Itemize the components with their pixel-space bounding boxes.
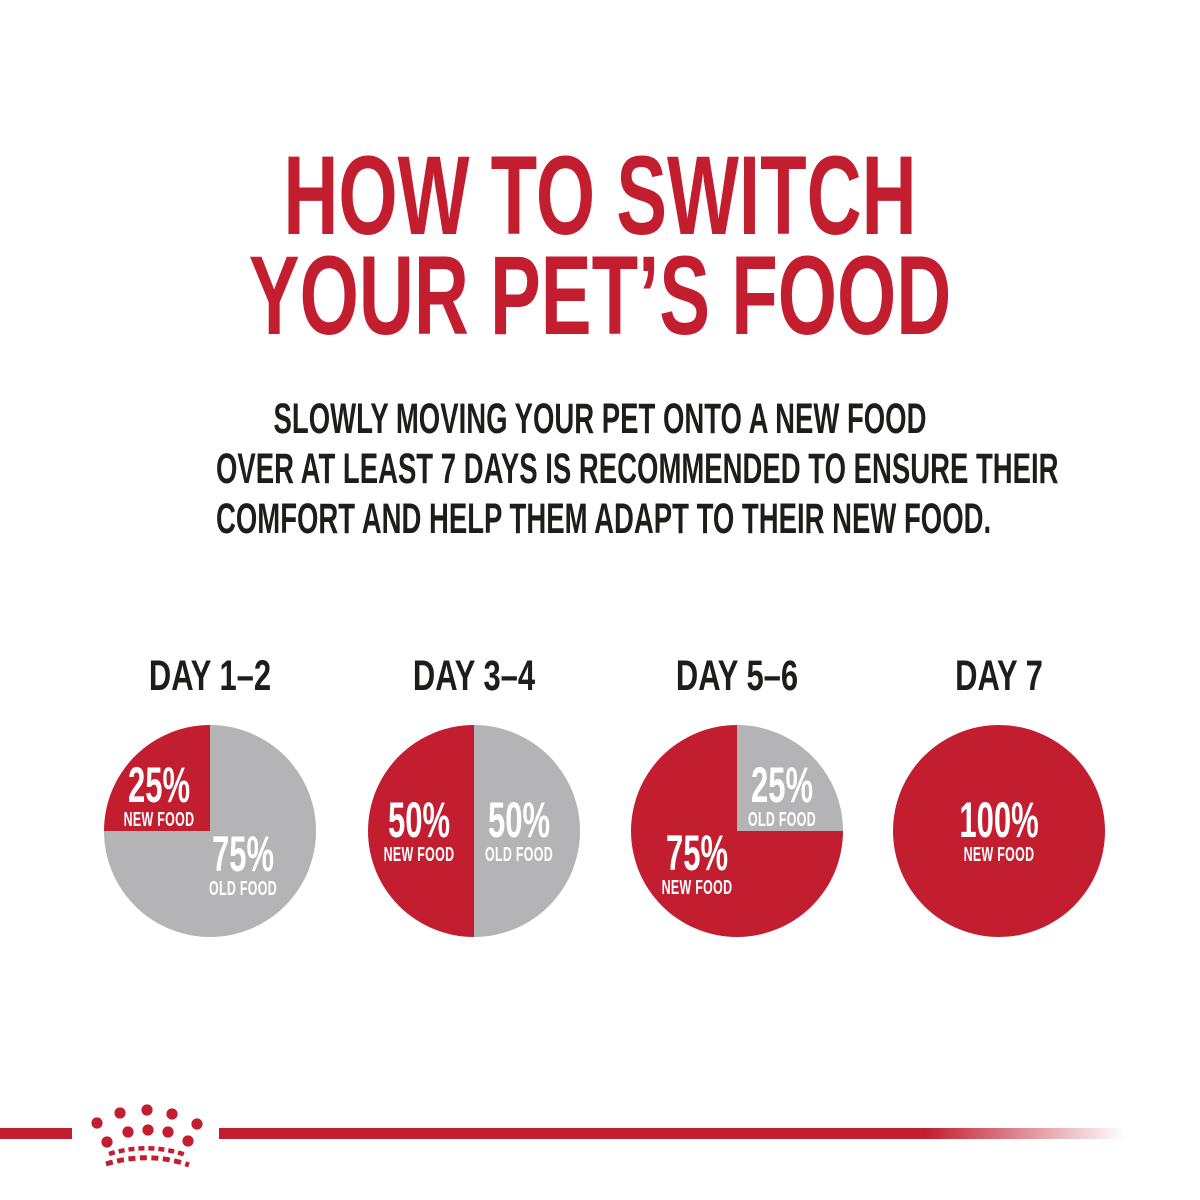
- title-line-2: YOUR PET’S FOOD: [248, 233, 952, 358]
- day-group-5-6: DAY 5–6 25% OLD FOOD 75% NEW FOOD: [631, 655, 843, 937]
- slice-name: OLD FOOD: [748, 809, 816, 831]
- slice-pct: 75%: [211, 826, 275, 882]
- pie-chart-day-5-6: 25% OLD FOOD 75% NEW FOOD: [631, 725, 843, 937]
- day-group-1-2: DAY 1–2 25% NEW FOOD 75% OLD FOOD: [104, 655, 316, 937]
- day-group-3-4: DAY 3–4 50% NEW FOOD 50% OLD FOOD: [368, 655, 580, 937]
- slice-label-new-food: 75% NEW FOOD: [612, 825, 782, 899]
- day-label-1-2: DAY 1–2: [148, 652, 272, 700]
- slice-label-old-food: 50% OLD FOOD: [434, 792, 604, 866]
- subtitle: SLOWLY MOVING YOUR PET ONTO A NEW FOOD O…: [0, 394, 1200, 544]
- day-label-7: DAY 7: [955, 652, 1043, 700]
- subtitle-line-3: COMFORT AND HELP THEM ADAPT TO THEIR NEW…: [216, 495, 992, 543]
- pie-chart-day-7: 100% NEW FOOD: [893, 725, 1105, 937]
- footer-rule-right: [219, 1128, 1125, 1139]
- slice-pct: 25%: [127, 757, 191, 813]
- royal-canin-crown-icon: [91, 1104, 203, 1168]
- day-label-5-6: DAY 5–6: [675, 652, 799, 700]
- slice-label-new-food: 100% NEW FOOD: [914, 792, 1084, 866]
- slice-name: NEW FOOD: [123, 809, 195, 831]
- slice-pct: 25%: [750, 757, 814, 813]
- slice-pct: 50%: [487, 792, 551, 848]
- slice-name: OLD FOOD: [209, 878, 277, 900]
- slice-pct: 75%: [665, 825, 729, 881]
- pie-chart-day-1-2: 25% NEW FOOD 75% OLD FOOD: [104, 725, 316, 937]
- slice-label-new-food: 25% NEW FOOD: [74, 757, 244, 831]
- subtitle-line-2: OVER AT LEAST 7 DAYS IS RECOMMENDED TO E…: [216, 445, 1059, 493]
- slice-name: NEW FOOD: [383, 844, 455, 866]
- day-group-7: DAY 7 100% NEW FOOD: [893, 655, 1105, 937]
- day-label-3-4: DAY 3–4: [412, 652, 536, 700]
- page-title: HOW TO SWITCH YOUR PET’S FOOD: [0, 133, 1200, 358]
- slice-name: OLD FOOD: [485, 844, 553, 866]
- slice-label-new-food: 50% NEW FOOD: [334, 792, 504, 866]
- slice-pct: 100%: [959, 792, 1039, 848]
- subtitle-line-1: SLOWLY MOVING YOUR PET ONTO A NEW FOOD: [273, 395, 927, 443]
- slice-pct: 50%: [387, 792, 451, 848]
- slice-label-old-food: 75% OLD FOOD: [158, 826, 328, 900]
- slice-name: NEW FOOD: [661, 877, 733, 899]
- slice-name: NEW FOOD: [963, 844, 1035, 866]
- slice-label-old-food: 25% OLD FOOD: [697, 757, 867, 831]
- pie-chart-day-3-4: 50% NEW FOOD 50% OLD FOOD: [368, 725, 580, 937]
- footer-rule-left: [0, 1128, 72, 1139]
- title-line-1: HOW TO SWITCH: [283, 133, 917, 258]
